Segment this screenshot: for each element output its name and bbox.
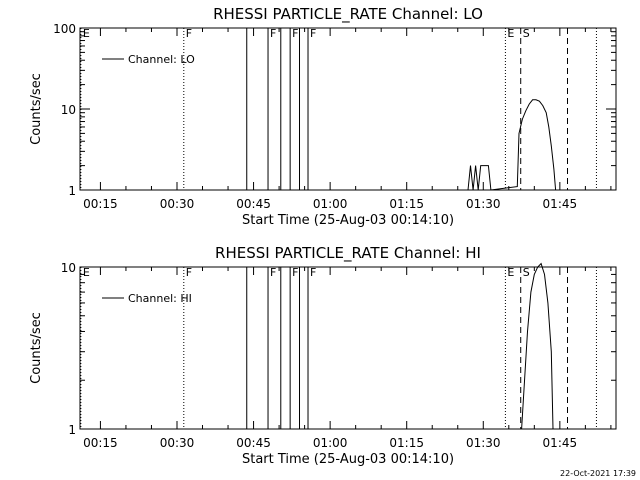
panel-2-ytick-label: 10 bbox=[61, 261, 76, 275]
panel-1-marker-label: E bbox=[83, 27, 90, 40]
panel-1-ytick-label: 1 bbox=[68, 184, 76, 198]
panel-2-title: RHESSI PARTICLE_RATE Channel: HI bbox=[215, 244, 481, 263]
panel-1-marker-label: E bbox=[507, 27, 514, 40]
panel-2-xtick-label: 01:15 bbox=[389, 436, 424, 450]
panel-2-ytick-label: 1 bbox=[68, 423, 76, 437]
panel-1-xtick-label: 01:30 bbox=[466, 197, 501, 211]
panel-1-xtick-label: 01:00 bbox=[313, 197, 348, 211]
panel-2-marker-label: F bbox=[186, 266, 192, 279]
panel-1-ytick-label: 100 bbox=[53, 22, 76, 36]
panel-1-xtick-label: 00:45 bbox=[236, 197, 271, 211]
panel-1-marker-label: F bbox=[186, 27, 192, 40]
panel-1-marker-label: F bbox=[292, 27, 298, 40]
panel-1-marker-label: S bbox=[523, 27, 530, 40]
panel-1-title: RHESSI PARTICLE_RATE Channel: LO bbox=[213, 5, 483, 24]
panel-1-xlabel: Start Time (25-Aug-03 00:14:10) bbox=[242, 213, 454, 228]
panel-2-xtick-label: 00:45 bbox=[236, 436, 271, 450]
panel-1-xtick-label: 00:30 bbox=[160, 197, 195, 211]
panel-1-marker-label: F bbox=[270, 27, 276, 40]
panel-1-series-line bbox=[467, 99, 557, 191]
panel-2-marker-label: F bbox=[310, 266, 316, 279]
footer-timestamp: 22-Oct-2021 17:39 bbox=[560, 469, 636, 478]
panel-2-xlabel: Start Time (25-Aug-03 00:14:10) bbox=[242, 452, 454, 467]
panel-1-ytick-label: 10 bbox=[61, 103, 76, 117]
panel-1-marker-label: F bbox=[310, 27, 316, 40]
panel-2-legend-label: Channel: HI bbox=[128, 292, 192, 305]
panel-1-ylabel: Counts/sec bbox=[29, 73, 44, 145]
panel-2-axes-frame bbox=[79, 266, 617, 430]
panel-1-xtick-label: 00:15 bbox=[83, 197, 118, 211]
panel-2-xtick-label: 01:00 bbox=[313, 436, 348, 450]
panel-1-xtick-label: 01:15 bbox=[389, 197, 424, 211]
panel-2-xtick-label: 00:30 bbox=[160, 436, 195, 450]
panel-2-ylabel: Counts/sec bbox=[29, 312, 44, 384]
panel-2-series-line bbox=[521, 262, 554, 430]
panel-2-marker-label: F bbox=[292, 266, 298, 279]
panel-2-xtick-label: 01:30 bbox=[466, 436, 501, 450]
panel-2-marker-label: E bbox=[507, 266, 514, 279]
panel-1-legend-label: Channel: LO bbox=[128, 53, 195, 66]
panel-1-xtick-label: 01:45 bbox=[543, 197, 578, 211]
panel-2-marker-label: S bbox=[523, 266, 530, 279]
panel-2-xtick-label: 00:15 bbox=[83, 436, 118, 450]
panel-2-marker-label: E bbox=[83, 266, 90, 279]
panel-2-xtick-label: 01:45 bbox=[543, 436, 578, 450]
panel-2-marker-label: F bbox=[270, 266, 276, 279]
